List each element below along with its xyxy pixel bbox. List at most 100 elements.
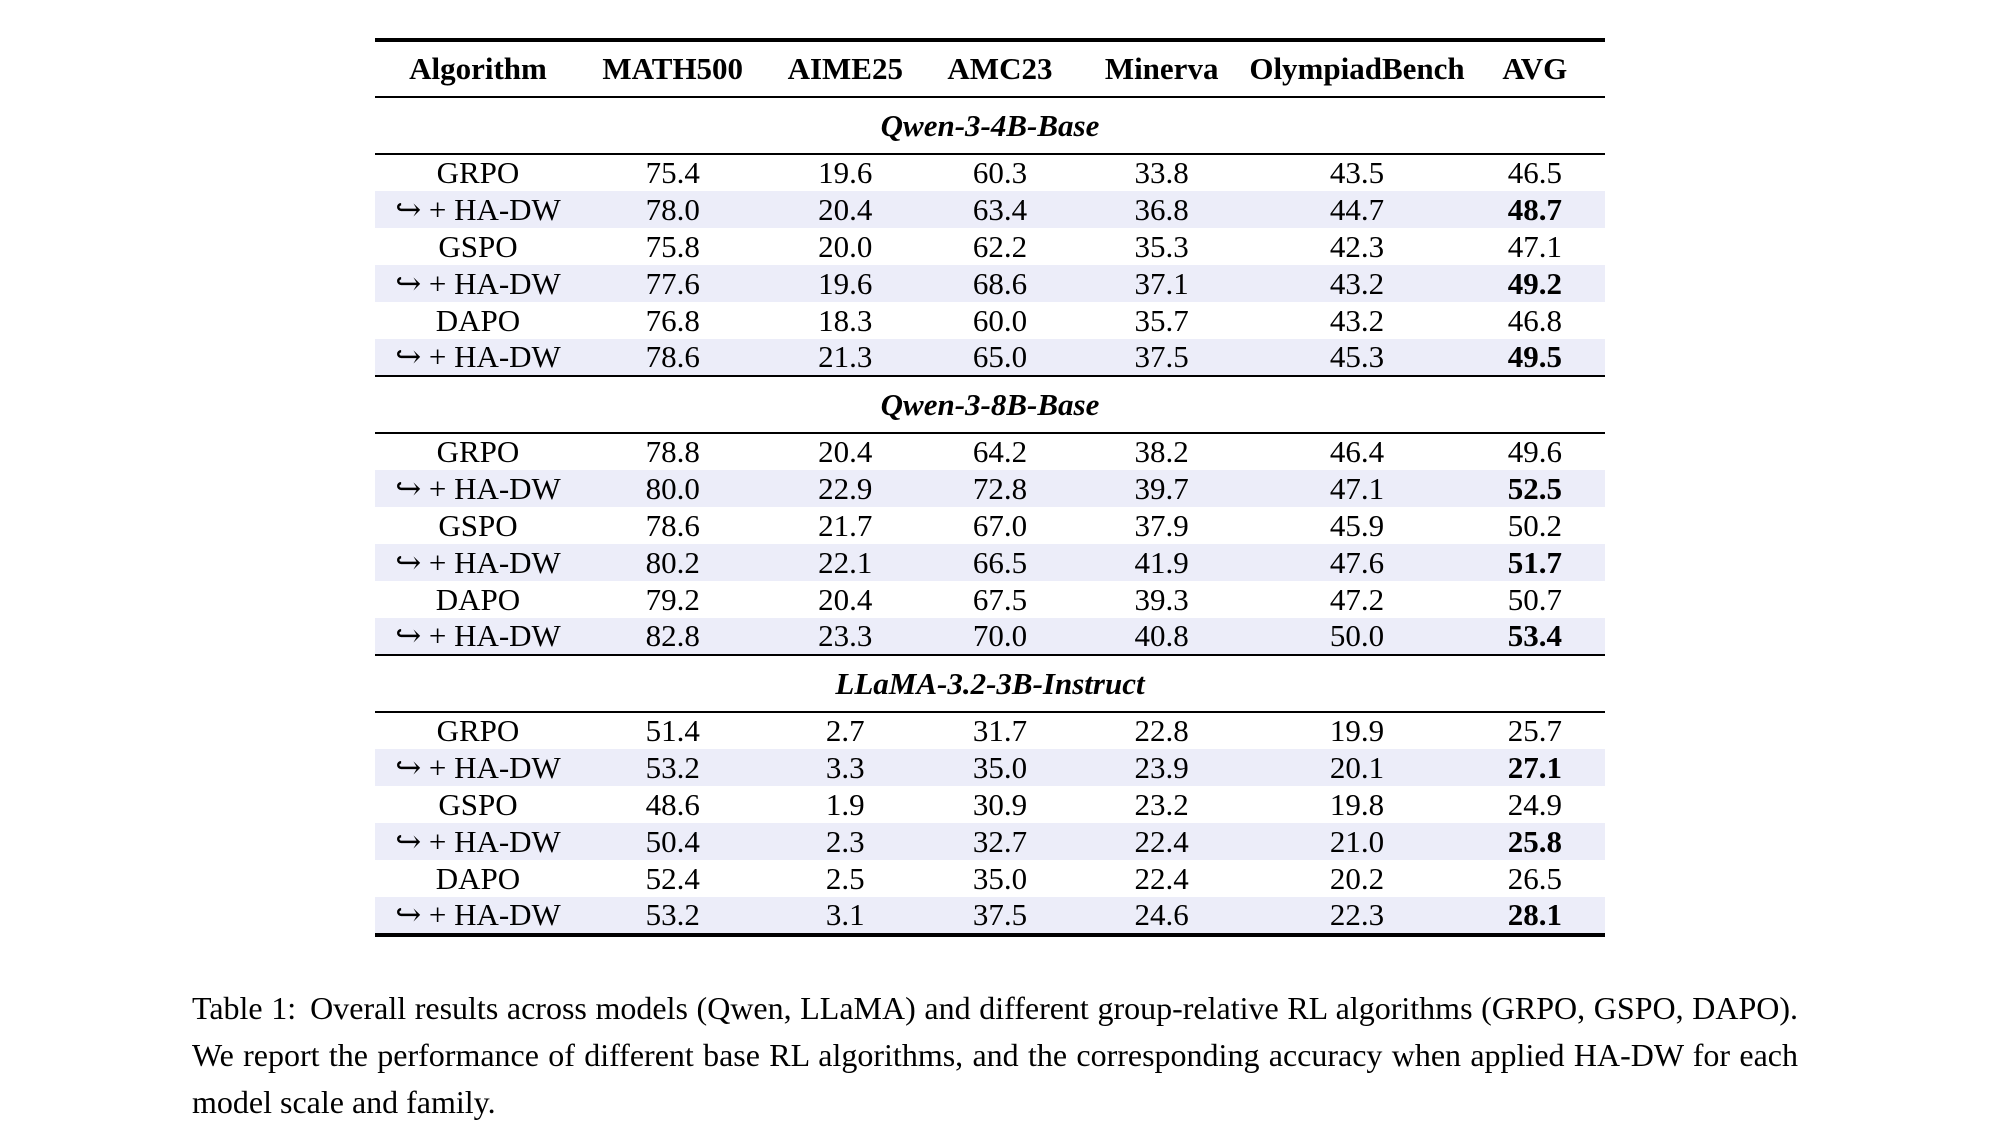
column-header-minerva: Minerva xyxy=(1073,40,1250,98)
value-cell: 25.8 xyxy=(1507,823,1562,859)
value-cell: 21.7 xyxy=(818,507,873,543)
value-cell: 64.2 xyxy=(972,434,1028,469)
value-cell: 75.4 xyxy=(645,155,700,190)
value-cell: 62.2 xyxy=(972,228,1028,264)
section-row: Qwen-3-8B-Base xyxy=(375,375,1605,434)
value-cell: 30.9 xyxy=(972,786,1028,822)
section-title: Qwen-3-8B-Base xyxy=(375,375,1605,434)
table-row: GRPO 51.4 2.7 31.7 22.8 19.9 25.7 xyxy=(375,712,1605,749)
value-cell: 51.7 xyxy=(1507,544,1562,580)
value-cell: 60.3 xyxy=(972,155,1028,190)
value-cell: 26.5 xyxy=(1507,860,1562,896)
table-row: GRPO 78.8 20.4 64.2 38.2 46.4 49.6 xyxy=(375,433,1605,470)
value-cell: 47.1 xyxy=(1329,470,1385,506)
table-row: GSPO 75.8 20.0 62.2 35.3 42.3 47.1 xyxy=(375,228,1605,265)
value-cell: 48.6 xyxy=(645,786,700,822)
value-cell: 39.3 xyxy=(1134,581,1189,617)
table-row: GSPO 78.6 21.7 67.0 37.9 45.9 50.2 xyxy=(375,507,1605,544)
table-row: DAPO 79.2 20.4 67.5 39.3 47.2 50.7 xyxy=(375,581,1605,618)
value-cell: 44.7 xyxy=(1329,191,1385,227)
algorithm-cell: ↪ + HA-DW xyxy=(395,470,561,506)
value-cell: 75.8 xyxy=(645,228,700,264)
value-cell: 50.2 xyxy=(1507,507,1562,543)
table-row: ↪ + HA-DW 77.6 19.6 68.6 37.1 43.2 49.2 xyxy=(375,265,1605,302)
table-row: GSPO 48.6 1.9 30.9 23.2 19.8 24.9 xyxy=(375,786,1605,823)
algorithm-cell: GRPO xyxy=(436,155,520,190)
value-cell: 78.6 xyxy=(645,339,700,374)
value-cell: 22.1 xyxy=(818,544,873,580)
value-cell: 37.5 xyxy=(1134,339,1189,374)
algorithm-cell: DAPO xyxy=(435,860,521,896)
value-cell: 48.7 xyxy=(1507,191,1562,227)
value-cell: 20.0 xyxy=(818,228,873,264)
value-cell: 37.1 xyxy=(1134,265,1189,301)
value-cell: 22.4 xyxy=(1134,823,1189,859)
value-cell: 43.5 xyxy=(1329,155,1385,190)
table-row: GRPO 75.4 19.6 60.3 33.8 43.5 46.5 xyxy=(375,154,1605,191)
value-cell: 31.7 xyxy=(972,713,1028,748)
value-cell: 19.6 xyxy=(818,265,873,301)
value-cell: 22.9 xyxy=(818,470,873,506)
algorithm-cell: GSPO xyxy=(438,228,518,264)
value-cell: 66.5 xyxy=(972,544,1028,580)
section-row: Qwen-3-4B-Base xyxy=(375,96,1605,155)
value-cell: 78.8 xyxy=(645,434,700,469)
value-cell: 35.3 xyxy=(1134,228,1189,264)
value-cell: 20.4 xyxy=(818,434,873,469)
value-cell: 49.2 xyxy=(1507,265,1562,301)
value-cell: 60.0 xyxy=(972,302,1028,338)
algorithm-cell: ↪ + HA-DW xyxy=(395,265,561,301)
algorithm-cell: GSPO xyxy=(438,786,518,822)
header-row: Algorithm MATH500 AIME25 AMC23 Minerva Olympi… xyxy=(375,40,1605,98)
algorithm-cell: ↪ + HA-DW xyxy=(395,339,561,374)
value-cell: 35.0 xyxy=(972,749,1028,785)
value-cell: 52.5 xyxy=(1507,470,1562,506)
caption-label: Table 1: xyxy=(192,990,297,1026)
value-cell: 19.9 xyxy=(1329,713,1385,748)
section-row: LLaMA-3.2-3B-Instruct xyxy=(375,654,1605,713)
value-cell: 63.4 xyxy=(972,191,1028,227)
value-cell: 70.0 xyxy=(972,618,1028,653)
value-cell: 50.0 xyxy=(1329,618,1385,653)
value-cell: 1.9 xyxy=(825,786,865,822)
table-row: ↪ + HA-DW 82.8 23.3 70.0 40.8 50.0 53.4 xyxy=(375,618,1605,655)
value-cell: 52.4 xyxy=(645,860,700,896)
table-row: ↪ + HA-DW 78.0 20.4 63.4 36.8 44.7 48.7 xyxy=(375,191,1605,228)
value-cell: 46.8 xyxy=(1507,302,1562,338)
table-caption: Table 1: Overall results across models (Q… xyxy=(192,985,1798,1124)
column-header-olympiadbench: OlympiadBench xyxy=(1249,40,1465,98)
value-cell: 28.1 xyxy=(1507,897,1562,932)
value-cell: 53.2 xyxy=(645,749,700,785)
column-header-math500: MATH500 xyxy=(580,40,765,98)
column-header-amc23: AMC23 xyxy=(925,40,1074,98)
table-row: DAPO 76.8 18.3 60.0 35.7 43.2 46.8 xyxy=(375,302,1605,339)
value-cell: 80.2 xyxy=(645,544,700,580)
algorithm-cell: ↪ + HA-DW xyxy=(395,544,561,580)
value-cell: 43.2 xyxy=(1329,302,1385,338)
column-header-algorithm: Algorithm xyxy=(375,40,581,98)
value-cell: 65.0 xyxy=(972,339,1028,374)
value-cell: 27.1 xyxy=(1507,749,1562,785)
value-cell: 78.0 xyxy=(645,191,700,227)
algorithm-cell: DAPO xyxy=(435,302,521,338)
algorithm-cell: GSPO xyxy=(438,507,518,543)
value-cell: 43.2 xyxy=(1329,265,1385,301)
table-row: ↪ + HA-DW 80.2 22.1 66.5 41.9 47.6 51.7 xyxy=(375,544,1605,581)
value-cell: 18.3 xyxy=(818,302,873,338)
value-cell: 20.4 xyxy=(818,581,873,617)
section-title: LLaMA-3.2-3B-Instruct xyxy=(375,654,1605,713)
value-cell: 37.5 xyxy=(972,897,1028,932)
value-cell: 39.7 xyxy=(1134,470,1189,506)
value-cell: 80.0 xyxy=(645,470,700,506)
value-cell: 21.0 xyxy=(1329,823,1385,859)
value-cell: 40.8 xyxy=(1134,618,1189,653)
value-cell: 33.8 xyxy=(1134,155,1189,190)
table-body: Qwen-3-4B-Base GRPO 75.4 19.6 60.3 33.8 43.5 46… xyxy=(375,96,1605,935)
value-cell: 24.6 xyxy=(1134,897,1189,932)
value-cell: 23.3 xyxy=(818,618,873,653)
table-row: ↪ + HA-DW 53.2 3.3 35.0 23.9 20.1 27.1 xyxy=(375,749,1605,786)
column-header-avg: AVG xyxy=(1464,40,1605,98)
table-row: ↪ + HA-DW 78.6 21.3 65.0 37.5 45.3 49.5 xyxy=(375,339,1605,376)
table-row: DAPO 52.4 2.5 35.0 22.4 20.2 26.5 xyxy=(375,860,1605,897)
